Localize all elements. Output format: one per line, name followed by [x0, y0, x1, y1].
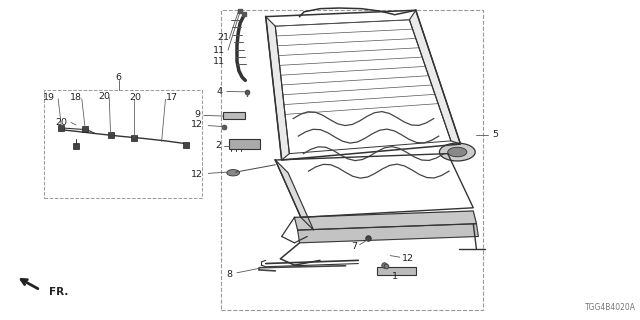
Text: 20: 20: [129, 93, 141, 102]
Text: 9: 9: [195, 110, 200, 119]
Bar: [378, 268, 416, 275]
Polygon shape: [275, 160, 314, 230]
Text: 19: 19: [44, 93, 55, 102]
Text: 12: 12: [402, 254, 414, 263]
Text: 5: 5: [493, 130, 499, 139]
Bar: [44, 90, 202, 198]
Text: TGG4B4020A: TGG4B4020A: [585, 303, 636, 312]
Text: 21: 21: [217, 33, 229, 42]
Text: 7: 7: [351, 242, 357, 251]
Text: 2: 2: [215, 141, 221, 150]
Text: 6: 6: [116, 73, 122, 82]
Text: 4: 4: [216, 87, 222, 96]
Text: 8: 8: [227, 270, 232, 279]
Polygon shape: [410, 10, 461, 144]
Bar: [229, 139, 260, 149]
Text: FR.: FR.: [49, 287, 68, 297]
Text: 17: 17: [166, 93, 178, 102]
Polygon shape: [266, 17, 289, 160]
Text: 20: 20: [99, 92, 111, 101]
Bar: [221, 10, 483, 310]
Text: 12: 12: [191, 120, 204, 130]
Circle shape: [227, 170, 239, 176]
Polygon shape: [294, 211, 476, 230]
Circle shape: [448, 147, 467, 157]
Text: 12: 12: [191, 170, 204, 179]
Text: 1: 1: [392, 272, 398, 281]
Polygon shape: [298, 224, 478, 243]
Circle shape: [440, 143, 475, 161]
Text: 11: 11: [213, 45, 225, 55]
Bar: [223, 112, 245, 119]
Text: 18: 18: [70, 93, 82, 102]
Text: 20: 20: [56, 118, 67, 127]
Text: 11: 11: [213, 57, 225, 66]
